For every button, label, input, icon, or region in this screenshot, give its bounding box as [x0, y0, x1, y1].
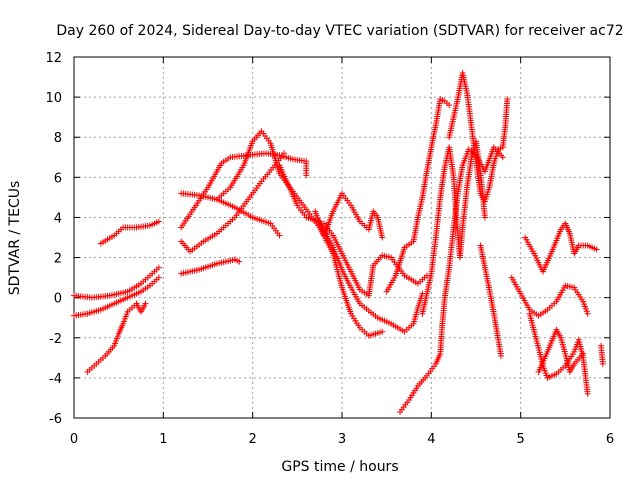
data-point — [155, 274, 162, 281]
y-tick-label: -6 — [49, 412, 62, 427]
series-sat-j — [276, 162, 426, 335]
x-tick-label: 1 — [159, 432, 167, 447]
data-point — [580, 350, 587, 357]
data-point — [379, 328, 386, 335]
data-point — [504, 96, 511, 103]
series-sat-d — [97, 218, 162, 247]
y-tick-label: 12 — [45, 51, 62, 66]
x-tick-label: 5 — [517, 432, 525, 447]
y-tick-label: 8 — [54, 131, 62, 146]
y-tick-label: 4 — [54, 211, 62, 226]
x-tick-label: 2 — [249, 432, 257, 447]
series-sat-l — [321, 220, 430, 299]
data-point — [584, 390, 591, 397]
x-axis-label: GPS time / hours — [281, 459, 398, 475]
data-point — [155, 218, 162, 225]
series-sat-o — [446, 70, 511, 205]
y-axis-label: SDTVAR / TECUs — [7, 181, 23, 296]
x-tick-label: 6 — [606, 432, 614, 447]
x-tick-label: 4 — [427, 432, 435, 447]
x-tick-label: 3 — [338, 432, 346, 447]
y-tick-label: -4 — [49, 372, 62, 387]
series-sat-g — [178, 150, 310, 231]
data-point — [303, 172, 310, 179]
data-point — [446, 102, 453, 109]
data-point — [593, 246, 600, 253]
series-sat-v — [598, 342, 606, 367]
y-tick-label: 6 — [54, 171, 62, 186]
data-point — [498, 352, 505, 359]
series-sat-k — [312, 190, 386, 241]
chart-title: Day 260 of 2024, Sidereal Day-to-day VTE… — [56, 23, 623, 39]
data-point — [499, 154, 506, 161]
data-point — [379, 234, 386, 241]
data-marks — [71, 70, 606, 415]
y-tick-label: 10 — [45, 91, 62, 106]
series-sat-m — [383, 96, 453, 295]
grid-lines — [74, 57, 610, 418]
data-point — [276, 232, 283, 239]
series-sat-u — [535, 326, 587, 375]
data-point — [155, 264, 162, 271]
series-sat-c — [84, 300, 149, 375]
y-tick-label: 2 — [54, 252, 62, 267]
data-point — [142, 300, 149, 307]
data-point — [481, 214, 488, 221]
y-tick-label: -2 — [49, 332, 62, 347]
data-point — [584, 310, 591, 317]
series-sat-p — [419, 138, 488, 317]
series-sat-a — [71, 274, 162, 319]
data-point — [236, 258, 243, 265]
data-point — [599, 360, 606, 367]
series-sat-b — [71, 264, 162, 301]
series-sat-q — [477, 242, 505, 359]
series-sat-s — [522, 220, 600, 275]
x-tick-label: 0 — [70, 432, 78, 447]
series-sat-n — [397, 144, 506, 415]
series-sat-r — [508, 274, 591, 319]
series-sat-e — [178, 190, 283, 239]
series-sat-h — [178, 256, 243, 277]
y-tick-label: 0 — [54, 292, 62, 307]
series-sat-f — [178, 150, 287, 255]
